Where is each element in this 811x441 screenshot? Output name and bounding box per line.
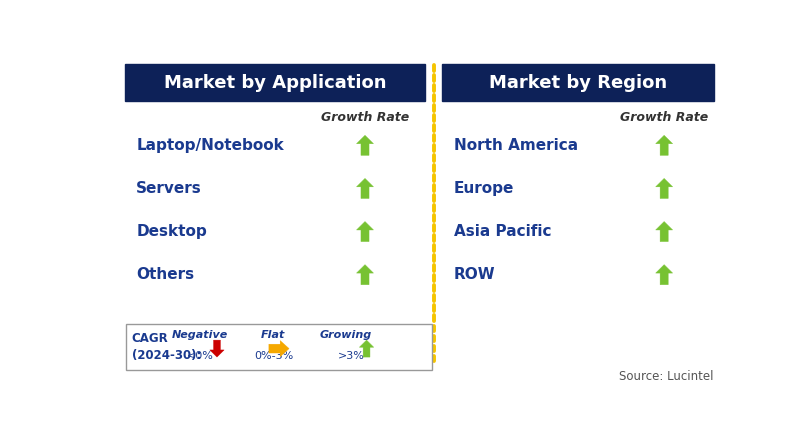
Text: Asia Pacific: Asia Pacific: [453, 224, 551, 239]
Text: CAGR
(2024-30):: CAGR (2024-30):: [131, 332, 201, 362]
FancyBboxPatch shape: [442, 64, 713, 101]
Text: Market by Application: Market by Application: [164, 74, 386, 92]
Polygon shape: [654, 221, 672, 242]
Polygon shape: [356, 221, 373, 242]
FancyBboxPatch shape: [127, 324, 432, 370]
Text: Growing: Growing: [319, 330, 371, 340]
Text: Flat: Flat: [260, 330, 285, 340]
FancyBboxPatch shape: [125, 64, 425, 101]
Text: >3%: >3%: [337, 351, 364, 361]
Polygon shape: [654, 135, 672, 155]
Text: Servers: Servers: [136, 181, 202, 196]
Text: Others: Others: [136, 267, 195, 282]
Text: Market by Region: Market by Region: [488, 74, 667, 92]
Text: Source: Lucintel: Source: Lucintel: [619, 370, 713, 383]
Polygon shape: [654, 179, 672, 198]
Text: 0%-3%: 0%-3%: [254, 351, 293, 361]
Polygon shape: [356, 179, 373, 198]
Text: ROW: ROW: [453, 267, 496, 282]
Text: Negative: Negative: [172, 330, 228, 340]
Text: North America: North America: [453, 138, 577, 153]
Polygon shape: [356, 135, 373, 155]
Polygon shape: [359, 340, 373, 357]
Polygon shape: [268, 340, 289, 357]
Polygon shape: [209, 340, 224, 357]
Text: Desktop: Desktop: [136, 224, 207, 239]
Text: Europe: Europe: [453, 181, 514, 196]
Text: Laptop/Notebook: Laptop/Notebook: [136, 138, 284, 153]
Text: Growth Rate: Growth Rate: [620, 111, 707, 123]
Polygon shape: [654, 265, 672, 285]
Text: <0%: <0%: [187, 351, 213, 361]
Text: Growth Rate: Growth Rate: [320, 111, 409, 123]
Polygon shape: [356, 265, 373, 285]
